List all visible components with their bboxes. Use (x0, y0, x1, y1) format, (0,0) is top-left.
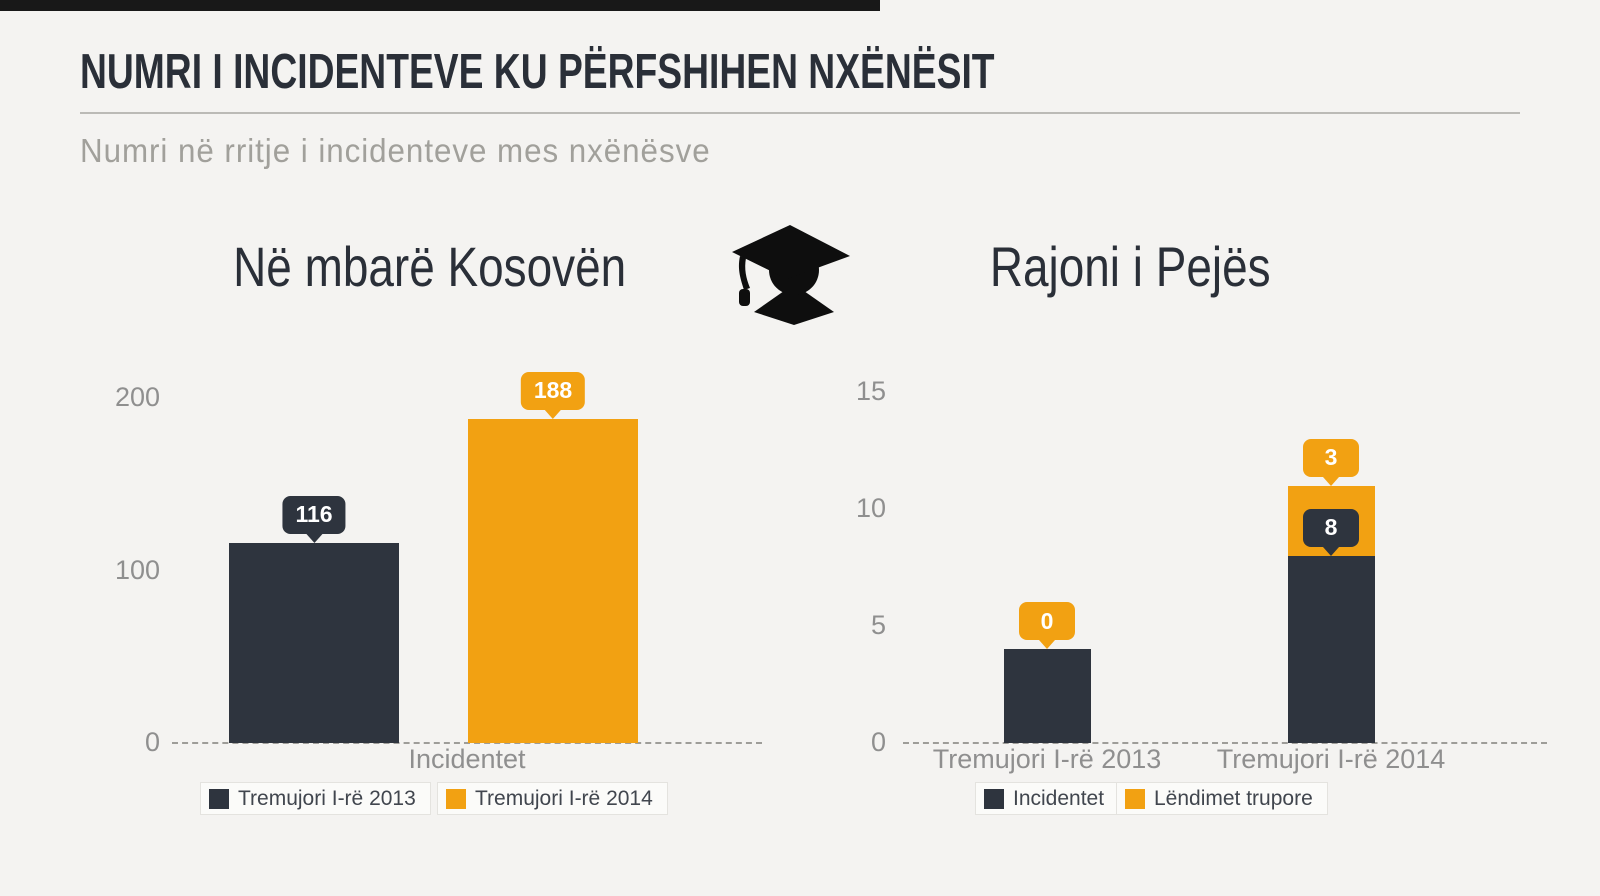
legend-item-l-ndimet-trupore[interactable]: Lëndimet trupore (1116, 782, 1328, 815)
zero-axis-line (903, 742, 1547, 744)
graduate-student-icon (732, 225, 850, 325)
y-tick-label: 15 (855, 376, 886, 406)
bar-tremujori-i-r-2013-incidentet[interactable] (1003, 649, 1091, 743)
y-tick-label: 5 (870, 610, 886, 640)
legend-label: Lëndimet trupore (1154, 786, 1313, 810)
title-divider (80, 112, 1520, 114)
top-accent-bar (0, 0, 880, 11)
category-label-incidentet: Incidentet (408, 744, 526, 774)
value-callout-tremujori-i-r-2014-l-ndimet-trupore: 3 (1303, 438, 1359, 477)
legend-item-incidentet[interactable]: Incidentet (975, 782, 1120, 815)
page-subtitle: Numri në rritje i incidenteve mes nxënës… (80, 132, 711, 169)
legend-swatch-l-ndimet-trupore (1125, 788, 1145, 809)
category-label-tremujori-i-r-2014: Tremujori I-rë 2014 (1216, 744, 1446, 774)
value-callout-tremujori-i-r-2014-incidentet: 8 (1303, 508, 1359, 547)
legend-swatch-tremujori-i-r-2014 (446, 788, 466, 809)
y-tick-label: 100 (114, 554, 160, 585)
y-tick-label: 0 (144, 727, 160, 757)
y-tick-label: 200 (114, 382, 160, 412)
legend-item-tremujori-i-r-2014[interactable]: Tremujori I-rë 2014 (437, 782, 668, 815)
legend-swatch-tremujori-i-r-2013 (209, 788, 229, 809)
value-callout-tremujori-i-r-2014: 188 (520, 371, 586, 410)
y-tick-label: 0 (870, 727, 886, 757)
page-title: NUMRI I INCIDENTEVE KU PËRFSHIHEN NXËNËS… (80, 45, 995, 99)
value-callout-tremujori-i-r-2013: 116 (282, 495, 346, 534)
bar-tremujori-i-r-2013[interactable] (229, 542, 399, 743)
bar-tremujori-i-r-2014-incidentet[interactable] (1287, 555, 1375, 743)
legend-label: Incidentet (1013, 786, 1105, 810)
legend-label: Tremujori I-rë 2013 (238, 786, 416, 810)
zero-axis-line (172, 742, 762, 744)
y-tick-label: 10 (855, 493, 886, 523)
legend-swatch-incidentet (984, 788, 1004, 809)
bar-tremujori-i-r-2014[interactable] (468, 418, 638, 743)
section-title-kosova: Në mbarë Kosovën (233, 235, 627, 298)
value-callout-tremujori-i-r-2013-l-ndimet-trupore: 0 (1019, 602, 1075, 641)
legend-label: Tremujori I-rë 2014 (475, 786, 653, 810)
section-title-peja: Rajoni i Pejës (989, 235, 1271, 298)
legend-item-tremujori-i-r-2013[interactable]: Tremujori I-rë 2013 (200, 782, 431, 815)
category-label-tremujori-i-r-2013: Tremujori I-rë 2013 (932, 744, 1162, 774)
